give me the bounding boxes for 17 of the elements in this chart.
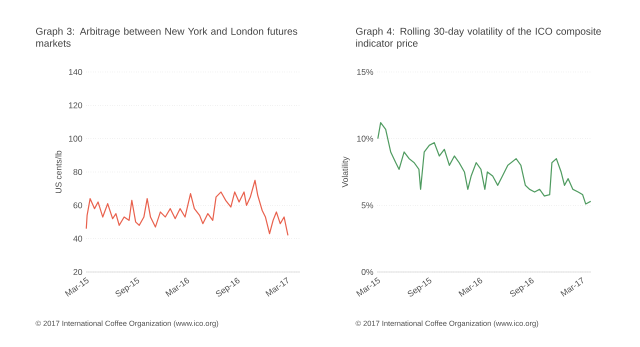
chart-title: Graph 4: Rolling 30-day volatility of the ICO composite indicator price bbox=[356, 28, 601, 49]
line-series bbox=[377, 122, 592, 205]
y-tick-label: 100 bbox=[68, 136, 82, 142]
y-tick-label: 20 bbox=[73, 269, 82, 275]
y-tick-label: 140 bbox=[68, 69, 82, 75]
y-tick-label: 0% bbox=[362, 269, 374, 275]
y-tick-label: 40 bbox=[73, 236, 82, 242]
chart-title: Graph 3: Arbitrage between New York and London futures markets bbox=[36, 28, 298, 47]
y-tick-label: 60 bbox=[74, 202, 82, 208]
line-series bbox=[86, 180, 289, 236]
y-tick-label: 15% bbox=[357, 69, 374, 75]
y-tick-label: 120 bbox=[68, 102, 82, 108]
y-tick-label: 10% bbox=[357, 136, 374, 142]
y-tick-label: 5% bbox=[362, 202, 374, 208]
y-tick-label: 80 bbox=[73, 169, 82, 175]
y-axis-title: Volatility bbox=[342, 156, 350, 188]
y-axis-title: US cents/lb bbox=[55, 150, 62, 193]
